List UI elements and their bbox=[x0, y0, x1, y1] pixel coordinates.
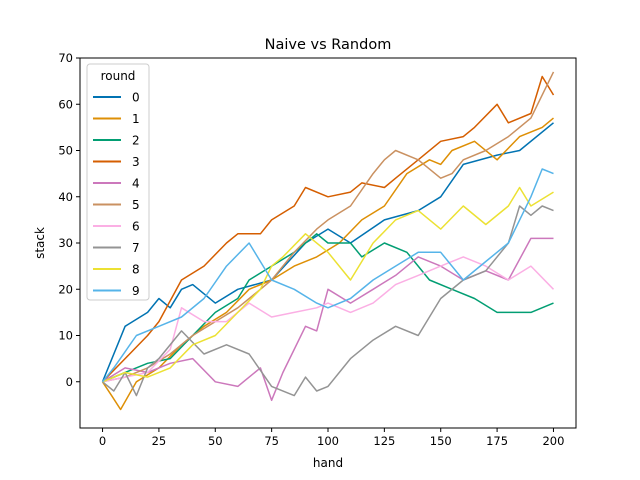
legend-label-3: 3 bbox=[132, 155, 140, 169]
series-line-8 bbox=[102, 186, 554, 383]
series-line-4 bbox=[102, 237, 554, 402]
y-tick-label: 10 bbox=[58, 329, 73, 343]
series-line-2 bbox=[102, 233, 554, 383]
y-tick-label: 30 bbox=[58, 236, 73, 250]
x-tick-label: 0 bbox=[99, 434, 106, 448]
legend-label-9: 9 bbox=[132, 284, 140, 298]
x-tick-label: 125 bbox=[373, 434, 395, 448]
x-tick-label: 75 bbox=[264, 434, 279, 448]
legend-label-7: 7 bbox=[132, 241, 140, 255]
legend-label-5: 5 bbox=[132, 198, 140, 212]
legend-label-6: 6 bbox=[132, 220, 140, 234]
series-line-0 bbox=[101, 122, 554, 383]
y-tick-label: 20 bbox=[58, 282, 73, 296]
series-lines bbox=[101, 71, 555, 411]
y-tick-label: 50 bbox=[58, 144, 73, 158]
chart-title: Naive vs Random bbox=[265, 37, 392, 53]
legend-title: round bbox=[101, 69, 136, 83]
legend-label-1: 1 bbox=[132, 112, 140, 126]
x-tick-label: 25 bbox=[152, 434, 167, 448]
x-tick-label: 200 bbox=[542, 434, 564, 448]
legend-items: 0 1 2 3 4 5 6 7 8 9 bbox=[93, 91, 140, 298]
series-line-3 bbox=[101, 75, 555, 383]
x-axis-ticks: 0 25 50 75 100 125 150 175 200 bbox=[99, 428, 564, 448]
legend-label-8: 8 bbox=[132, 263, 140, 277]
y-axis-ticks: 0 10 20 30 40 50 60 70 bbox=[58, 51, 80, 389]
x-axis-label: hand bbox=[313, 456, 343, 470]
y-tick-label: 0 bbox=[66, 375, 73, 389]
legend: round 0 1 2 3 4 5 6 7 8 9 bbox=[86, 63, 150, 301]
series-line-1 bbox=[101, 117, 554, 411]
legend-label-2: 2 bbox=[132, 134, 140, 148]
y-tick-label: 70 bbox=[58, 51, 73, 65]
y-tick-label: 40 bbox=[58, 190, 73, 204]
y-axis-label: stack bbox=[33, 227, 47, 259]
x-tick-label: 100 bbox=[317, 434, 339, 448]
x-tick-label: 50 bbox=[208, 434, 223, 448]
x-tick-label: 175 bbox=[486, 434, 508, 448]
legend-label-0: 0 bbox=[132, 91, 140, 105]
legend-label-4: 4 bbox=[132, 177, 140, 191]
series-line-5 bbox=[102, 71, 555, 383]
y-tick-label: 60 bbox=[58, 97, 73, 111]
x-tick-label: 150 bbox=[430, 434, 452, 448]
series-line-7 bbox=[102, 205, 554, 397]
series-line-9 bbox=[101, 168, 554, 383]
